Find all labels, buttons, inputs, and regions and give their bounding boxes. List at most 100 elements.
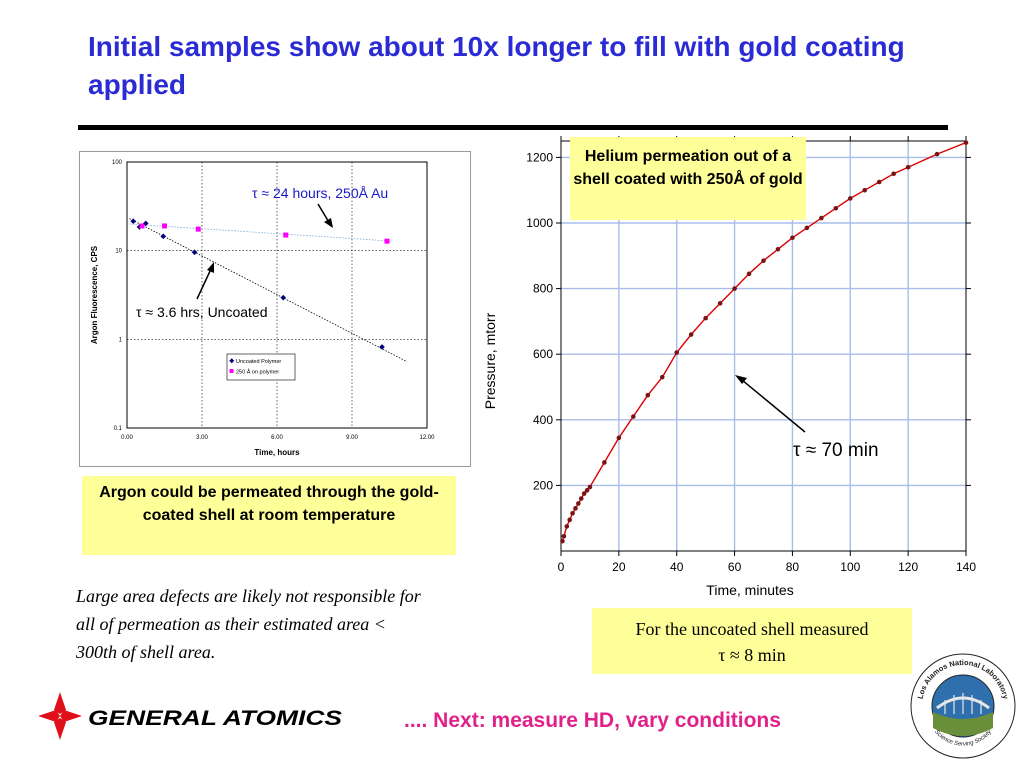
helium-y-tick-label: 600: [533, 347, 553, 361]
next-steps-text: .... Next: measure HD, vary conditions: [404, 709, 781, 732]
helium-data-point: [564, 524, 570, 529]
helium-data-point: [717, 301, 723, 306]
helium-data-point: [862, 187, 868, 193]
title-divider: [78, 125, 948, 130]
argon-chart-ticks: 0.00 3.00 6.00 9.00 12.00 100 10 1 0.1: [112, 160, 435, 441]
helium-data-point: [581, 491, 587, 496]
general-atomics-wordmark: GENERAL ATOMICS: [88, 707, 342, 730]
helium-x-tick-label: 140: [956, 560, 976, 574]
helium-data-point: [659, 374, 665, 380]
argon-x-tick-label: 0.00: [121, 435, 133, 441]
argon-legend: Uncoated Polymer 250 Å on polymer: [226, 353, 296, 381]
helium-data-point: [934, 151, 940, 157]
helium-x-tick-label: 60: [728, 560, 742, 574]
helium-chart-points: [560, 140, 969, 544]
helium-data-point: [561, 533, 567, 539]
uncoated-data-point: [130, 218, 137, 225]
helium-y-tick-label: 1000: [526, 216, 553, 230]
argon-chart: 0.00 3.00 6.00 9.00 12.00 100 10 1 0.1 Time, hou…: [90, 160, 435, 457]
helium-data-point: [905, 164, 911, 170]
uncoated-note: For the uncoated shell measured τ ≈ 8 mi…: [592, 608, 912, 674]
argon-chart-frame: 0.00 3.00 6.00 9.00 12.00 100 10 1 0.1 Time, hou…: [79, 151, 471, 467]
helium-data-point: [573, 506, 578, 511]
helium-data-point: [567, 517, 572, 523]
helium-data-point: [847, 196, 853, 201]
argon-y-axis-label: Argon Fluorescence, CPS: [90, 245, 99, 344]
uncoated-data-point: [160, 233, 167, 240]
helium-y-tick-label: 1200: [526, 150, 553, 164]
gold-data-point: [283, 232, 289, 238]
argon-x-tick-label: 9.00: [346, 435, 358, 441]
annotation-helium-arrowhead: [735, 375, 747, 384]
helium-note: Helium permeation out of a shell coated …: [570, 137, 806, 220]
uncoated-data-point: [379, 344, 385, 350]
uncoated-data-point: [191, 249, 198, 256]
helium-data-point: [674, 350, 680, 355]
helium-data-point: [576, 501, 581, 506]
argon-plot-area: [126, 161, 428, 429]
helium-chart-ticks: 0 20 40 60 80 100 120 140 200 400 600 800 1000 1200: [526, 136, 976, 574]
helium-x-tick-label: 80: [786, 560, 800, 574]
uncoated-note-line1: For the uncoated shell measured: [635, 619, 869, 639]
general-atomics-emblem-icon: [38, 692, 82, 740]
helium-data-point: [578, 496, 584, 501]
argon-x-axis-label: Time, hours: [254, 448, 300, 457]
helium-data-point: [587, 484, 593, 490]
argon-note: Argon could be permeated through the gol…: [82, 476, 456, 555]
helium-x-tick-label: 120: [898, 560, 918, 574]
argon-x-tick-label: 3.00: [196, 435, 208, 441]
argon-chart-fits: [129, 218, 408, 363]
argon-chart-points: [130, 218, 390, 350]
legend-marker-uncoated: [229, 358, 235, 364]
annotation-helium-arrow: [741, 379, 806, 433]
helium-data-point: [746, 271, 752, 277]
helium-x-tick-label: 0: [558, 560, 565, 574]
legend-marker-gold: [229, 369, 234, 373]
helium-data-point: [804, 225, 810, 231]
helium-data-point: [775, 246, 781, 252]
annotation-gold-tau: τ ≈ 24 hours, 250Å Au: [252, 185, 388, 201]
helium-data-point: [645, 392, 651, 398]
helium-x-tick-label: 40: [670, 560, 684, 574]
helium-x-axis-label: Time, minutes: [706, 582, 793, 598]
helium-y-axis-label: Pressure, mtorr: [482, 312, 498, 409]
helium-data-point: [963, 140, 969, 145]
legend-label-gold: 250 Å on polymer: [236, 369, 279, 376]
argon-y-tick-label: 10: [115, 249, 122, 255]
helium-data-point: [560, 538, 565, 544]
helium-data-point: [790, 235, 795, 241]
argon-y-tick-label: 0.1: [114, 426, 123, 432]
los-alamos-logo: Los Alamos National Laboratory Science S…: [910, 653, 1016, 759]
helium-data-point: [631, 414, 636, 419]
helium-data-point: [833, 205, 839, 211]
gold-data-point: [195, 226, 201, 232]
argon-x-tick-label: 12.00: [419, 435, 435, 441]
helium-x-tick-label: 20: [612, 560, 626, 574]
argon-x-tick-label: 6.00: [271, 435, 283, 441]
helium-y-tick-label: 800: [533, 282, 553, 296]
helium-data-point: [703, 315, 708, 321]
helium-y-tick-label: 200: [533, 478, 553, 492]
uncoated-fit-line: [129, 218, 408, 363]
helium-data-point: [570, 510, 575, 516]
annotation-gold-arrowhead: [324, 218, 333, 228]
annotation-helium-tau: τ ≈ 70 min: [793, 440, 879, 461]
annotation-uncoated-arrow: [196, 268, 212, 300]
uncoated-data-point: [280, 294, 287, 301]
slide-title: Initial samples show about 10x longer to…: [88, 31, 905, 100]
gold-data-point: [384, 238, 390, 244]
gold-data-point: [139, 223, 145, 229]
argon-legend-box: [226, 353, 296, 381]
helium-data-point: [891, 171, 896, 177]
helium-data-point: [584, 488, 590, 493]
helium-data-point: [688, 332, 694, 337]
helium-data-point: [761, 258, 766, 264]
gold-data-point: [162, 223, 167, 229]
helium-data-point: [819, 215, 824, 221]
annotation-uncoated-tau: τ ≈ 3.6 hrs, Uncoated: [136, 304, 268, 320]
argon-y-tick-label: 1: [119, 337, 123, 343]
helium-data-point: [616, 435, 622, 441]
defects-note: Large area defects are likely not respon…: [76, 586, 421, 662]
gold-fit-line: [129, 223, 393, 242]
uncoated-note-line2: τ ≈ 8 min: [718, 645, 786, 665]
